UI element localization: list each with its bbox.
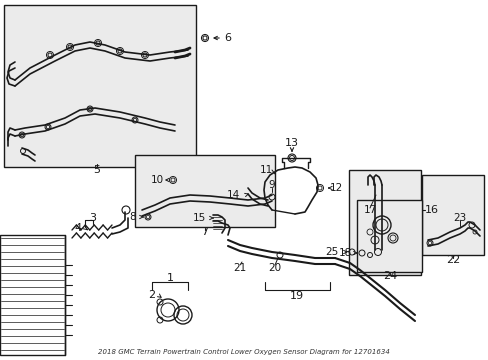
Text: 2018 GMC Terrain Powertrain Control Lower Oxygen Sensor Diagram for 12701634: 2018 GMC Terrain Powertrain Control Lowe… [98, 349, 389, 355]
Text: 10: 10 [150, 175, 163, 185]
Text: 22: 22 [445, 255, 459, 265]
Text: 20: 20 [268, 263, 281, 273]
Text: 5: 5 [93, 165, 101, 175]
Bar [4, 5, 196, 167]
Bar [135, 155, 274, 227]
Text: 25: 25 [325, 247, 338, 257]
Text: 1: 1 [166, 273, 173, 283]
Text: 4: 4 [74, 223, 81, 233]
Text: 13: 13 [285, 138, 298, 148]
Text: 16: 16 [424, 205, 438, 215]
Bar [356, 200, 421, 272]
Text: 24: 24 [382, 271, 396, 281]
Text: 19: 19 [289, 291, 304, 301]
Text: 8: 8 [129, 212, 136, 222]
Text: 14: 14 [226, 190, 240, 200]
Text: 3: 3 [89, 213, 96, 223]
Text: 15: 15 [192, 213, 205, 223]
Text: 17: 17 [363, 205, 376, 215]
Text: 7: 7 [201, 227, 208, 237]
Text: 11: 11 [259, 165, 272, 175]
Bar [421, 175, 483, 255]
Text: 21: 21 [233, 263, 246, 273]
Text: 18: 18 [338, 248, 351, 258]
Bar [348, 170, 420, 275]
Text: 9: 9 [268, 180, 275, 190]
Text: 12: 12 [329, 183, 342, 193]
Text: 6: 6 [224, 33, 231, 43]
Text: 2: 2 [148, 290, 155, 300]
Bar [0, 235, 65, 355]
Text: 23: 23 [452, 213, 466, 223]
